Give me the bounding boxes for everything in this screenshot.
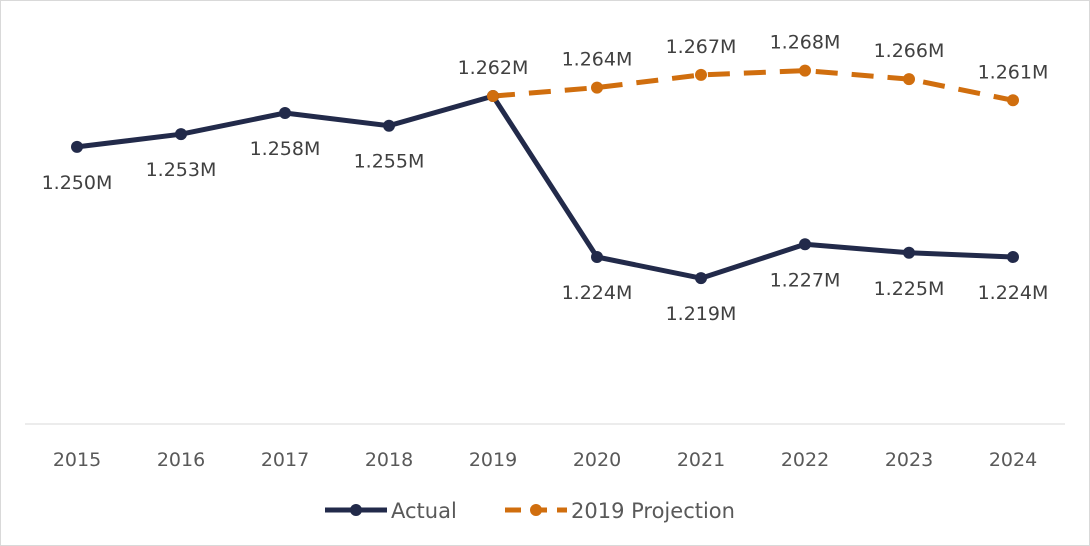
data-point[interactable] xyxy=(1007,94,1019,107)
x-tick-label: 2019 xyxy=(469,449,517,471)
data-label: 1.255M xyxy=(354,151,425,173)
data-label: 1.261M xyxy=(978,61,1049,83)
data-point[interactable] xyxy=(799,64,811,77)
legend-marker-icon xyxy=(530,504,542,516)
legend-marker-icon xyxy=(350,504,362,516)
series-line-projection xyxy=(492,68,1014,103)
x-axis: 2015 2016 2017 2018 2019 2020 2021 2022 2023 2024 xyxy=(25,423,1065,471)
legend-item-projection[interactable]: 2019 Projection xyxy=(505,499,735,523)
data-label: 1.224M xyxy=(978,282,1049,304)
series-markers xyxy=(71,64,1019,285)
data-point[interactable] xyxy=(695,68,707,81)
data-point[interactable] xyxy=(903,73,915,86)
x-tick-label: 2023 xyxy=(885,449,933,471)
data-point[interactable] xyxy=(591,81,603,94)
series-lines xyxy=(74,68,1016,281)
legend-label: Actual xyxy=(391,499,457,523)
x-tick-label: 2020 xyxy=(573,449,621,471)
data-point[interactable] xyxy=(487,90,499,103)
data-point[interactable] xyxy=(175,128,187,141)
series-line-actual xyxy=(74,93,1016,281)
data-label: 1.268M xyxy=(770,32,841,54)
data-label: 1.225M xyxy=(874,278,945,300)
data-labels: 1.250M 1.253M 1.258M 1.255M 1.224M 1.219M 1.22… xyxy=(42,32,1049,326)
x-tick-label: 2018 xyxy=(365,449,413,471)
data-point[interactable] xyxy=(799,238,811,251)
data-label: 1.250M xyxy=(42,172,113,194)
legend-item-actual[interactable]: Actual xyxy=(325,499,457,523)
x-tick-label: 2022 xyxy=(781,449,829,471)
data-label: 1.262M xyxy=(458,57,529,79)
data-label: 1.227M xyxy=(770,269,841,291)
data-point[interactable] xyxy=(383,119,395,132)
data-label: 1.266M xyxy=(874,40,945,62)
data-point[interactable] xyxy=(591,251,603,263)
x-tick-label: 2016 xyxy=(157,449,205,471)
data-label: 1.224M xyxy=(562,282,633,304)
data-point[interactable] xyxy=(695,272,707,285)
legend-label: 2019 Projection xyxy=(571,499,735,523)
x-tick-label: 2015 xyxy=(53,449,101,471)
data-point[interactable] xyxy=(71,140,83,153)
x-tick-label: 2021 xyxy=(677,449,725,471)
x-tick-label: 2017 xyxy=(261,449,309,471)
data-point[interactable] xyxy=(903,246,915,259)
data-point[interactable] xyxy=(279,107,291,119)
data-label: 1.219M xyxy=(666,303,737,325)
data-label: 1.264M xyxy=(562,49,633,71)
data-label: 1.267M xyxy=(666,36,737,58)
data-point[interactable] xyxy=(1007,251,1019,263)
data-label: 1.258M xyxy=(250,138,321,160)
data-label: 1.253M xyxy=(146,159,217,181)
legend: Actual 2019 Projection xyxy=(325,499,735,523)
x-tick-label: 2024 xyxy=(989,449,1037,471)
